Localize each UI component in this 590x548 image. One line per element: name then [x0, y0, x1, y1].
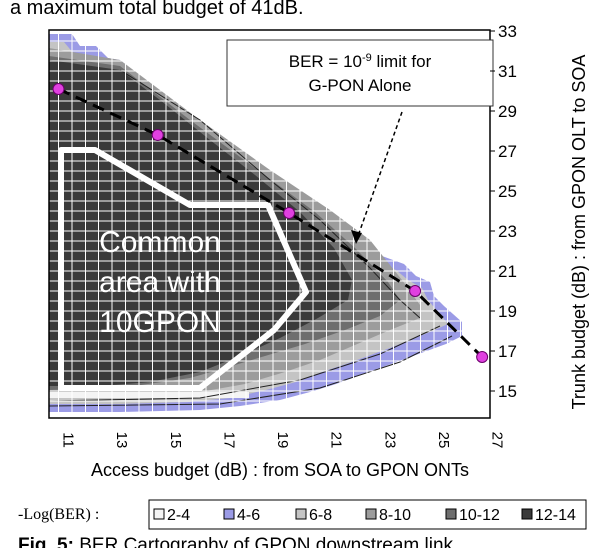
- legend-label: 4-6: [237, 507, 260, 524]
- limit-marker: [151, 129, 164, 141]
- limit-marker: [52, 83, 65, 95]
- legend-swatch: [223, 508, 235, 520]
- y-tick-label: 15: [498, 382, 517, 401]
- figure-caption: Fig. 5: BER Cartography of GPON downstre…: [18, 535, 454, 548]
- legend-label: 8-10: [379, 507, 411, 524]
- y-tick-labels: 15 17 19 21 23 25 27 29 31 33: [490, 22, 517, 401]
- region-label-line-2: area with: [99, 266, 221, 299]
- x-tick-label: 13: [113, 432, 130, 449]
- legend-label: 6-8: [309, 507, 332, 524]
- legend-swatch: [445, 508, 457, 520]
- legend-label: 10-12: [459, 507, 500, 524]
- legend-swatch: [365, 508, 377, 520]
- legend-label: 12-14: [535, 507, 576, 524]
- annotation-line-2: G-PON Alone: [309, 76, 412, 95]
- x-tick-label: 23: [381, 432, 398, 449]
- annotation-arrow-head: [351, 230, 362, 244]
- x-tick-label: 27: [489, 432, 506, 449]
- annotation-arrow-line: [357, 111, 403, 237]
- limit-marker: [283, 207, 296, 219]
- y-tick-label: 31: [498, 62, 517, 81]
- legend: 2-4 4-6 6-8 8-10 10-12 12-14: [153, 507, 576, 524]
- limit-markers: [52, 83, 489, 363]
- y-tick-label: 27: [498, 142, 517, 161]
- y-tick-label: 29: [498, 102, 517, 121]
- annotation-box: [226, 39, 494, 107]
- x-tick-label: 25: [435, 432, 452, 449]
- common-area-outline: [58, 147, 309, 391]
- plot-frame: [48, 29, 491, 419]
- legend-title: -Log(BER) :: [18, 506, 99, 523]
- header-text: a maximum total budget of 41dB.: [10, 0, 304, 19]
- y-axis-label: Trunk budget (dB) : from GPON OLT to SOA: [569, 55, 589, 410]
- region-ber-2-4: [49, 392, 249, 398]
- x-axis-label: Access budget (dB) : from SOA to GPON ON…: [91, 460, 469, 480]
- limit-marker: [476, 351, 489, 363]
- legend-swatch: [295, 508, 307, 520]
- y-tick-label: 25: [498, 182, 517, 201]
- limit-marker: [409, 285, 422, 297]
- y-tick-label: 23: [498, 222, 517, 241]
- y-tick-label: 19: [498, 302, 517, 321]
- y-tick-label: 17: [498, 342, 517, 361]
- g-pon-limit-line: [57, 87, 484, 359]
- y-tick-label: 21: [498, 262, 517, 281]
- contour-line-3: [48, 335, 453, 407]
- x-tick-label: 19: [274, 432, 291, 449]
- plot-overlays: [57, 87, 484, 391]
- region-label-line-1: Common: [99, 226, 221, 259]
- x-tick-label: 21: [328, 432, 345, 449]
- legend-swatch: [153, 508, 165, 520]
- legend-swatch: [521, 508, 533, 520]
- x-tick-labels: 11 13 15 17 19 21 23 25 27: [60, 432, 506, 449]
- contour-line-1: [119, 69, 421, 319]
- x-tick-label: 11: [60, 432, 77, 448]
- region-label-line-3: 10GPON: [99, 306, 221, 339]
- y-tick-label: 33: [498, 22, 517, 41]
- annotation-line-1: BER = 10-9 limit for: [289, 52, 432, 71]
- x-tick-label: 15: [167, 432, 184, 449]
- x-tick-label: 17: [220, 432, 237, 449]
- legend-label: 2-4: [167, 507, 190, 524]
